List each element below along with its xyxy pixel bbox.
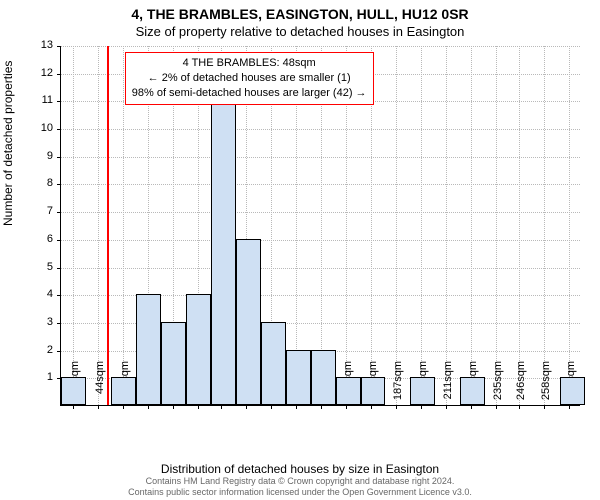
- ytick-mark: [57, 129, 61, 130]
- ytick-mark: [57, 351, 61, 352]
- histogram-bar: [211, 100, 236, 405]
- ytick-mark: [57, 157, 61, 158]
- ytick-mark: [57, 212, 61, 213]
- histogram-bar: [560, 377, 585, 405]
- gridline-v: [544, 46, 545, 405]
- callout-line-1: 4 THE BRAMBLES: 48sqm: [132, 56, 367, 71]
- ytick-mark: [57, 323, 61, 324]
- ytick-mark: [57, 74, 61, 75]
- histogram-bar: [161, 322, 186, 405]
- histogram-bar: [286, 350, 311, 405]
- ytick-label: 10: [23, 122, 53, 134]
- x-axis-label: Distribution of detached houses by size …: [0, 462, 600, 476]
- callout-box: 4 THE BRAMBLES: 48sqm← 2% of detached ho…: [125, 52, 374, 105]
- gridline-v: [446, 46, 447, 405]
- credits-line-2: Contains public sector information licen…: [0, 487, 600, 498]
- ytick-label: 6: [23, 233, 53, 245]
- callout-line-2: ← 2% of detached houses are smaller (1): [132, 71, 367, 86]
- ytick-label: 5: [23, 261, 53, 273]
- histogram-bar: [61, 377, 86, 405]
- ytick-label: 13: [23, 39, 53, 51]
- histogram-bar: [361, 377, 386, 405]
- plot-area: 1234567891011121332sqm44sqm56sqm68sqm80s…: [60, 46, 580, 406]
- ytick-label: 8: [23, 177, 53, 189]
- gridline-v: [471, 46, 472, 405]
- chart-subtitle: Size of property relative to detached ho…: [0, 24, 600, 39]
- gridline-v: [496, 46, 497, 405]
- xtick-label: 187sqm: [392, 361, 404, 411]
- credits: Contains HM Land Registry data © Crown c…: [0, 476, 600, 498]
- ytick-label: 12: [23, 67, 53, 79]
- histogram-bar: [460, 377, 485, 405]
- histogram-bar: [410, 377, 435, 405]
- ytick-mark: [57, 101, 61, 102]
- ytick-mark: [57, 268, 61, 269]
- xtick-label: 44sqm: [94, 361, 106, 411]
- ytick-label: 2: [23, 344, 53, 356]
- ytick-label: 7: [23, 205, 53, 217]
- y-axis-label: Number of detached properties: [1, 61, 15, 226]
- ytick-label: 3: [23, 316, 53, 328]
- histogram-bar: [236, 239, 261, 405]
- chart-title: 4, THE BRAMBLES, EASINGTON, HULL, HU12 0…: [0, 6, 600, 22]
- gridline-v: [569, 46, 570, 405]
- ytick-label: 9: [23, 150, 53, 162]
- property-marker-line: [107, 46, 109, 405]
- gridline-v: [73, 46, 74, 405]
- gridline-v: [421, 46, 422, 405]
- chart-container: 4, THE BRAMBLES, EASINGTON, HULL, HU12 0…: [0, 0, 600, 500]
- ytick-label: 4: [23, 288, 53, 300]
- ytick-label: 1: [23, 371, 53, 383]
- gridline-v: [98, 46, 99, 405]
- histogram-bar: [111, 377, 136, 405]
- histogram-bar: [261, 322, 286, 405]
- callout-line-3: 98% of semi-detached houses are larger (…: [132, 86, 367, 101]
- ytick-mark: [57, 46, 61, 47]
- xtick-label: 211sqm: [442, 361, 454, 411]
- gridline-v: [519, 46, 520, 405]
- ytick-mark: [57, 184, 61, 185]
- ytick-mark: [57, 240, 61, 241]
- xtick-label: 235sqm: [492, 361, 504, 411]
- histogram-bar: [136, 294, 161, 405]
- xtick-label: 258sqm: [540, 361, 552, 411]
- histogram-bar: [186, 294, 211, 405]
- ytick-mark: [57, 295, 61, 296]
- gridline-v: [396, 46, 397, 405]
- credits-line-1: Contains HM Land Registry data © Crown c…: [0, 476, 600, 487]
- histogram-bar: [311, 350, 336, 405]
- histogram-bar: [336, 377, 361, 405]
- xtick-label: 246sqm: [515, 361, 527, 411]
- ytick-label: 11: [23, 94, 53, 106]
